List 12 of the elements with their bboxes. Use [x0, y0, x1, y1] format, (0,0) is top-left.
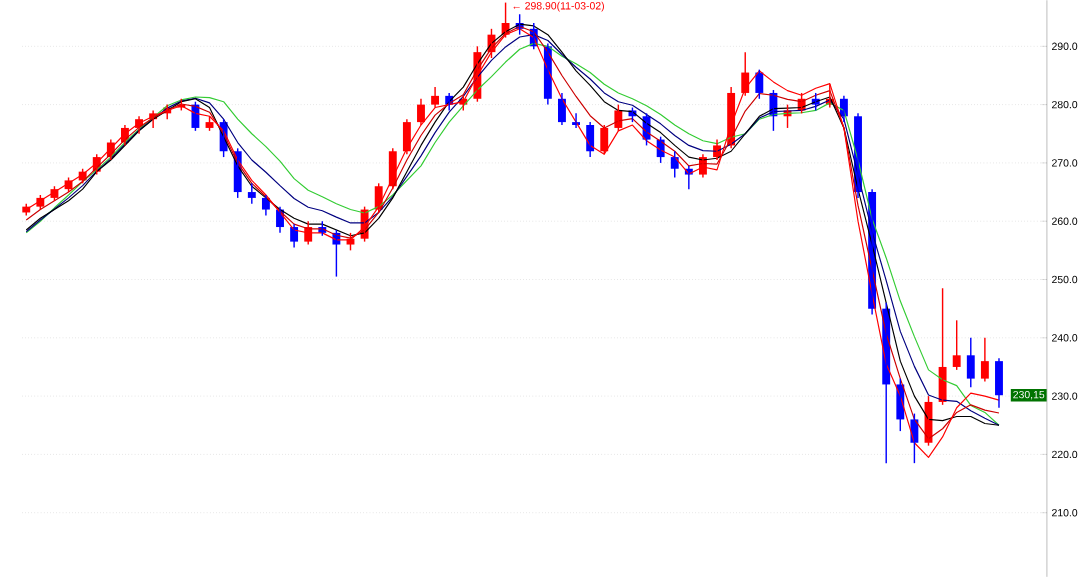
y-tick-label: 270.0: [1052, 159, 1078, 167]
y-tick-label: 280.0: [1052, 100, 1078, 109]
candlestick: [952, 319, 961, 371]
annotation: ← 298.90(11-03-02): [513, 1, 604, 12]
y-tick-label: 210.0: [1052, 508, 1078, 517]
y-tick-label: 220.0: [1052, 450, 1078, 459]
y-tick-label: 260.0: [1052, 217, 1078, 225]
y-tick-label: 230.0: [1052, 392, 1078, 400]
y-tick-label: 240.0: [1052, 334, 1078, 342]
y-tick-label: 250.0: [1052, 275, 1078, 284]
text: 230,15: [1013, 390, 1045, 400]
y-tick-label: 290.0: [1052, 42, 1078, 50]
